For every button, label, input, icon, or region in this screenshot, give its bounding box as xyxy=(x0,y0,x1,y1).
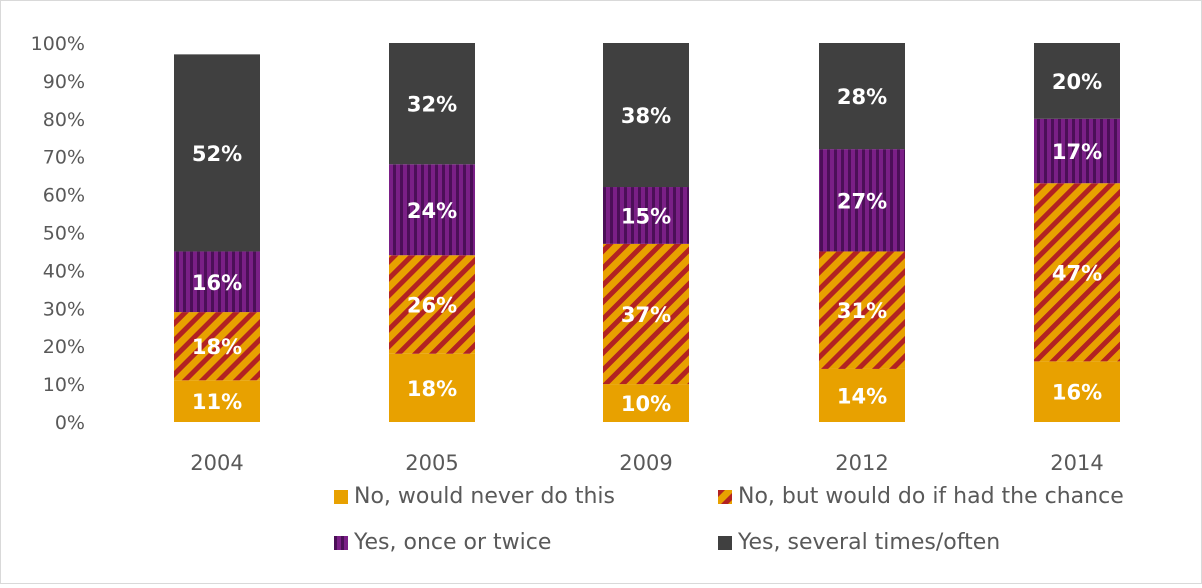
data-label: 20% xyxy=(1052,70,1102,94)
bar-segment xyxy=(1034,43,1120,119)
bar-segment xyxy=(174,251,260,313)
data-label: 11% xyxy=(192,390,242,414)
bar-segment xyxy=(819,149,905,252)
y-tick-label: 80% xyxy=(43,109,85,131)
bar-segment xyxy=(603,243,689,385)
data-label: 27% xyxy=(837,189,887,213)
y-tick-label: 90% xyxy=(43,71,85,93)
data-label: 37% xyxy=(621,303,671,327)
x-tick-label: 2012 xyxy=(835,451,888,475)
data-label: 15% xyxy=(621,204,671,228)
x-tick-label: 2009 xyxy=(619,451,672,475)
y-tick-label: 20% xyxy=(43,336,85,358)
bar-segment xyxy=(389,164,475,256)
x-tick-label: 2005 xyxy=(405,451,458,475)
data-label: 18% xyxy=(407,377,457,401)
bar-segment xyxy=(389,255,475,354)
y-tick-label: 0% xyxy=(55,412,85,434)
y-tick-label: 100% xyxy=(31,33,85,55)
bar-segment xyxy=(174,54,260,252)
data-label: 28% xyxy=(837,85,887,109)
data-label: 32% xyxy=(407,93,457,117)
data-label: 26% xyxy=(407,294,457,318)
bar-segment xyxy=(603,43,689,188)
data-label: 10% xyxy=(621,392,671,416)
data-label: 14% xyxy=(837,384,887,408)
data-label: 47% xyxy=(1052,261,1102,285)
bar-segment xyxy=(1034,183,1120,362)
data-label: 38% xyxy=(621,104,671,128)
bars xyxy=(174,43,1120,422)
y-tick-label: 50% xyxy=(43,223,85,245)
data-label: 52% xyxy=(192,142,242,166)
bar-segment xyxy=(1034,118,1120,184)
bar-segment xyxy=(389,353,475,422)
bar-segment xyxy=(174,312,260,381)
data-label: 16% xyxy=(1052,381,1102,405)
bar-segment xyxy=(819,43,905,150)
y-axis: 0% 10% 20% 30% 40% 50% 60% 70% 80% 90% 100% xyxy=(31,33,85,434)
x-tick-label: 2004 xyxy=(190,451,243,475)
y-tick-label: 70% xyxy=(43,147,85,169)
bar-segment xyxy=(389,43,475,165)
x-tick-label: 2014 xyxy=(1050,451,1103,475)
data-label: 17% xyxy=(1052,140,1102,164)
x-axis: 2004 2005 2009 2012 2014 xyxy=(190,451,1103,475)
bar-segment xyxy=(819,368,905,422)
bar-segment xyxy=(1034,361,1120,422)
bar-segment xyxy=(819,251,905,369)
data-label: 24% xyxy=(407,199,457,223)
y-tick-label: 10% xyxy=(43,374,85,396)
data-label: 16% xyxy=(192,271,242,295)
bar-segment xyxy=(603,384,689,422)
y-tick-label: 30% xyxy=(43,298,85,320)
data-labels: 11% 18% 16% 52% 18% 26% 24% 32% 10% 37% 15% 38% 14% 3… xyxy=(192,70,1102,416)
data-label: 18% xyxy=(192,335,242,359)
bar-segment xyxy=(603,187,689,244)
bar-segment xyxy=(174,380,260,422)
data-label: 31% xyxy=(837,299,887,323)
y-tick-label: 40% xyxy=(43,260,85,282)
y-tick-label: 60% xyxy=(43,185,85,207)
